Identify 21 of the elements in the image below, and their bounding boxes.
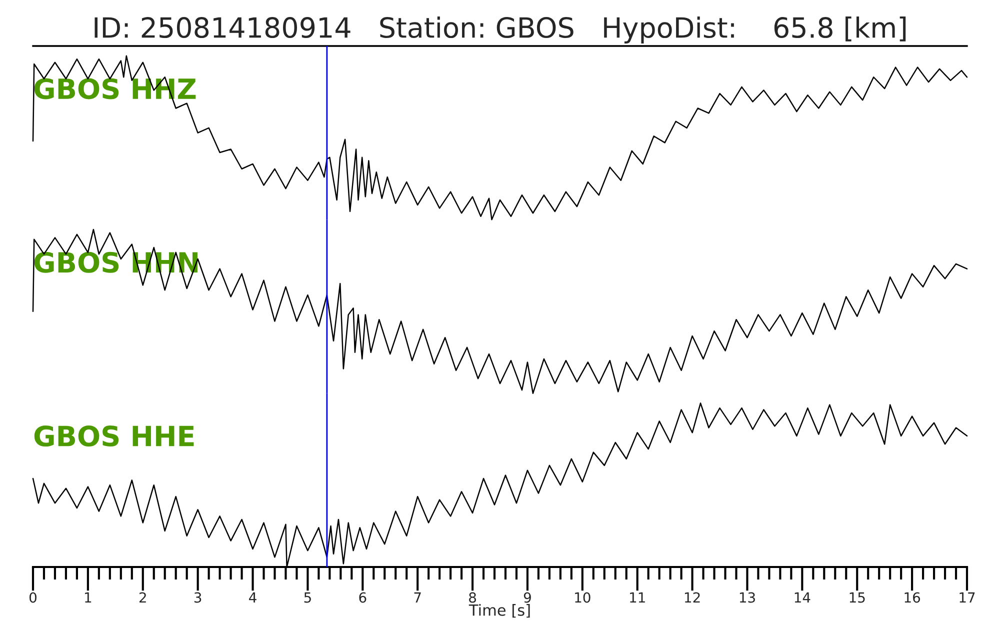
x-tick-label: 7	[414, 592, 421, 603]
x-tick-label: 5	[304, 592, 311, 603]
x-tick-label: 8	[469, 592, 476, 603]
x-tick-label: 3	[194, 592, 202, 603]
x-tick-label: 10	[575, 592, 590, 603]
x-tick-label: 15	[850, 592, 865, 603]
x-tick-label: 14	[794, 592, 810, 603]
x-tick-label: 6	[359, 592, 366, 603]
x-tick-label: 16	[904, 592, 920, 603]
chart-title: ID: 250814180914 Station: GBOS HypoDist: 65.8 [km]	[94, 16, 906, 44]
x-tick-label: 1	[85, 592, 92, 603]
x-tick-label: 12	[684, 592, 700, 603]
x-tick-label: 2	[139, 592, 146, 603]
x-axis-title: Time [s]	[468, 604, 530, 618]
x-tick-label: 4	[249, 592, 256, 603]
series-label: GBOS HHE	[34, 426, 194, 447]
x-tick-label: 11	[630, 592, 645, 603]
x-tick-label: 13	[740, 592, 755, 603]
x-tick-label: 9	[524, 592, 531, 603]
x-tick-label: 17	[960, 592, 975, 603]
x-tick-label: 0	[29, 592, 36, 603]
